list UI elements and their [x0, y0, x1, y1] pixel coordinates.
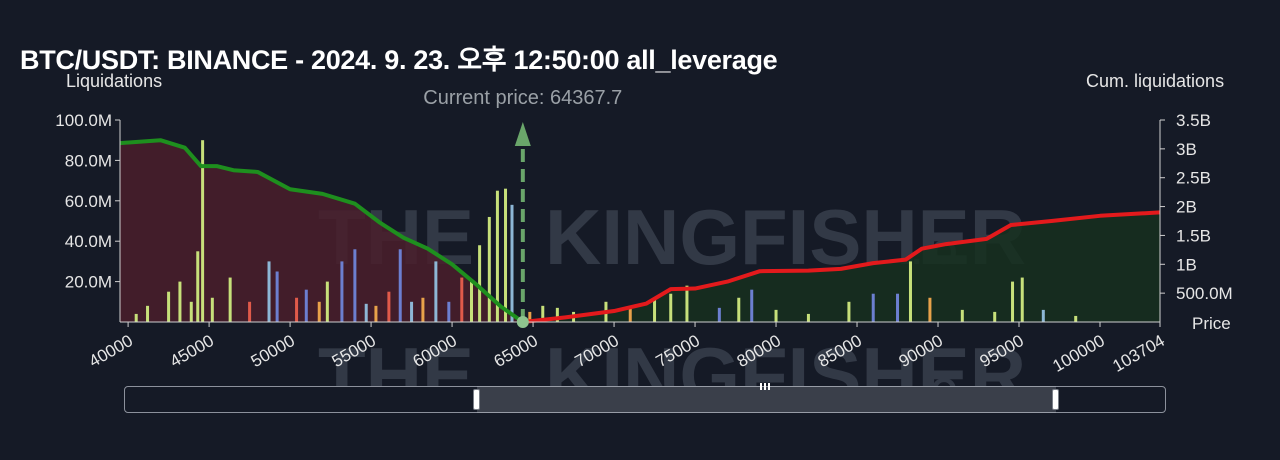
liquidation-bar: [267, 261, 271, 322]
liquidation-bar: [196, 251, 200, 322]
x-tick-label: 65000: [491, 331, 541, 371]
range-slider-left-handle[interactable]: [473, 389, 480, 410]
liquidation-bar: [871, 293, 875, 322]
range-slider-track[interactable]: [124, 386, 1166, 413]
liquidation-bar: [340, 261, 344, 322]
liquidation-bar: [460, 277, 464, 322]
x-axis-title: Price: [1192, 314, 1231, 333]
liquidation-bar: [528, 311, 532, 322]
liquidation-bar: [504, 188, 508, 322]
short-cum-line: [522, 210, 1161, 324]
x-tick-label: 100000: [1049, 331, 1108, 376]
liquidation-bar: [248, 301, 252, 322]
liquidation-bar: [685, 285, 689, 322]
liquidation-bar: [167, 291, 171, 322]
range-slider-right-handle[interactable]: [1052, 389, 1059, 410]
current-price-label: Current price: 64367.7: [423, 87, 622, 109]
liquidation-bar: [806, 313, 810, 322]
liquidation-bar: [928, 297, 932, 322]
liquidation-bar: [1041, 309, 1045, 322]
liquidation-bar: [847, 301, 851, 322]
liquidation-bar: [317, 301, 321, 322]
liquidation-bar: [434, 261, 438, 322]
chart-title: BTC/USDT: BINANCE - 2024. 9. 23. 오후 12:5…: [20, 45, 778, 75]
liquidation-bar: [555, 307, 559, 322]
x-tick-label: 50000: [248, 331, 298, 371]
long-cum-fill: [120, 140, 523, 322]
liquidation-bar: [275, 271, 279, 322]
right-tick-label: 2B: [1176, 198, 1197, 217]
liquidation-bar: [374, 305, 378, 322]
left-tick-label: 40.0M: [65, 232, 112, 251]
liquidation-bar: [146, 305, 150, 322]
right-tick-label: 3B: [1176, 140, 1197, 159]
liquidation-bar: [228, 277, 232, 322]
liquidation-bar: [737, 297, 741, 322]
x-tick-label: 45000: [167, 331, 217, 371]
right-tick-label: 2.5B: [1176, 169, 1211, 188]
liquidation-bar: [628, 305, 632, 322]
left-tick-label: 60.0M: [65, 192, 112, 211]
liquidation-bar: [908, 261, 912, 322]
liquidation-bar: [1020, 277, 1024, 322]
liquidation-bar: [478, 245, 482, 322]
left-tick-label: 20.0M: [65, 273, 112, 292]
left-axis-title: Liquidations: [66, 71, 163, 91]
liquidation-bar: [410, 301, 414, 322]
right-tick-label: 1B: [1176, 255, 1197, 274]
right-tick-label: 3.5B: [1176, 111, 1211, 130]
liquidation-bar: [774, 309, 778, 322]
liquidation-bar: [398, 249, 402, 322]
liquidation-bars: [134, 140, 1078, 322]
range-slider-selection[interactable]: [477, 386, 1056, 413]
right-axis-title: Cum. liquidations: [1086, 71, 1225, 91]
right-tick-label: 1.5B: [1176, 226, 1211, 245]
liquidation-bar: [653, 297, 657, 322]
liquidation-bar: [993, 311, 997, 322]
liquidation-bar: [421, 297, 425, 322]
liquidation-bar: [364, 303, 368, 322]
x-tick-label: 40000: [86, 331, 136, 371]
right-tick-label: 500.0M: [1176, 284, 1233, 303]
liquidation-bar: [1011, 281, 1015, 322]
long-cum-line: [119, 138, 524, 324]
liquidation-bar: [304, 289, 308, 322]
liquidation-bar: [896, 293, 900, 322]
liquidation-bar: [487, 216, 491, 322]
current-price-marker: Current price: 64367.7: [423, 87, 622, 328]
liquidation-bar: [178, 281, 182, 322]
cumulative-lines: [119, 138, 1161, 324]
left-tick-label: 100.0M: [55, 111, 112, 130]
liquidation-bar: [495, 190, 499, 322]
short-cum-fill: [522, 212, 1160, 322]
liquidation-bar: [295, 297, 299, 322]
liquidation-bar: [201, 140, 205, 322]
liquidation-bar: [353, 249, 357, 322]
liquidation-bar: [210, 297, 214, 322]
liquidation-bar: [750, 289, 754, 322]
liquidation-bar: [541, 305, 545, 322]
liquidation-bar: [510, 204, 514, 322]
current-price-arrow-icon: [514, 122, 531, 146]
range-slider-grip-icon[interactable]: [760, 377, 774, 390]
x-tick-label: 103704: [1109, 331, 1168, 376]
liquidation-bar: [470, 281, 474, 322]
liquidation-bar: [189, 301, 193, 322]
cumulative-fills: [120, 140, 1160, 322]
liquidation-bar: [717, 307, 721, 322]
liquidation-bar: [325, 281, 329, 322]
left-tick-label: 80.0M: [65, 151, 112, 170]
liquidation-bar: [134, 313, 138, 322]
current-price-dot: [516, 316, 529, 328]
liquidation-bar: [669, 293, 673, 322]
liquidation-bar: [387, 291, 391, 322]
liquidation-bar: [1074, 315, 1078, 322]
liquidation-bar: [447, 301, 451, 322]
liquidation-bar: [960, 309, 964, 322]
